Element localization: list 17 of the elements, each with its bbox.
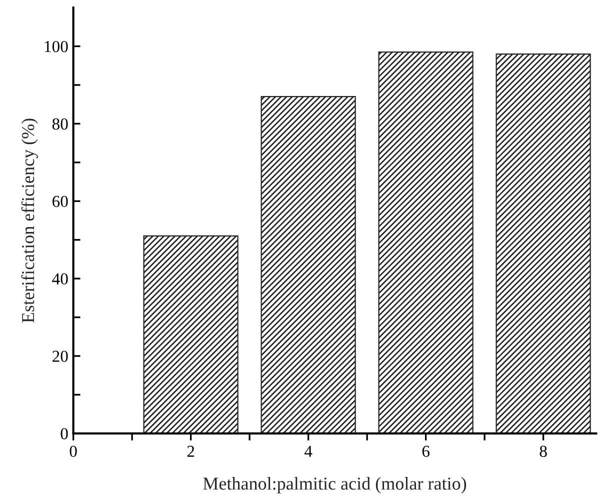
y-tick-label: 40 xyxy=(52,273,68,285)
y-tick-label: 20 xyxy=(52,350,68,362)
x-tick-label: 6 xyxy=(422,446,430,457)
x-tick-label: 8 xyxy=(540,446,547,457)
y-tick-label: 0 xyxy=(60,428,68,440)
x-tick-label: 2 xyxy=(187,446,194,457)
bar xyxy=(496,53,591,434)
bar xyxy=(143,235,238,434)
x-axis-title: Methanol:palmitic acid (molar ratio) xyxy=(203,477,466,494)
bar xyxy=(260,96,356,434)
y-tick-label: 100 xyxy=(44,40,68,52)
x-tick-label: 4 xyxy=(304,446,312,457)
x-tick-label: 0 xyxy=(70,446,77,457)
y-axis-title: Esterification efficiency (%) xyxy=(21,118,38,323)
y-tick-label: 60 xyxy=(52,196,68,208)
y-tick-label: 80 xyxy=(52,118,68,130)
bar xyxy=(378,52,474,434)
